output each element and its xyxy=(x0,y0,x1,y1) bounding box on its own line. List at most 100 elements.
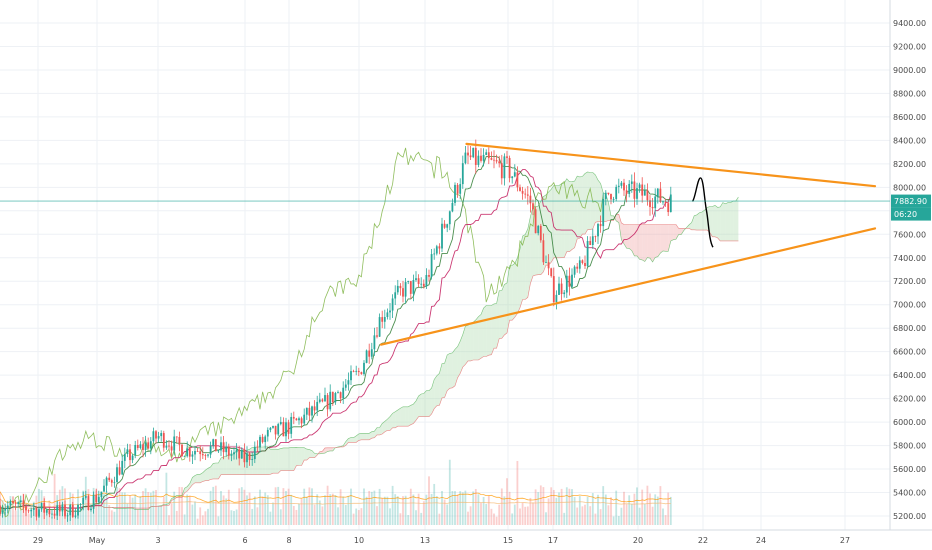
candle-body xyxy=(147,442,150,449)
candle-body xyxy=(399,285,402,289)
candle-body xyxy=(214,439,217,452)
volume-bar xyxy=(157,505,160,525)
volume-bar xyxy=(272,502,274,525)
candle-body xyxy=(186,448,189,457)
candle-body xyxy=(617,185,620,187)
candle xyxy=(651,198,654,215)
cloud-segment xyxy=(351,437,354,443)
cloud-segment xyxy=(390,413,393,431)
cloud-segment xyxy=(226,454,229,475)
candle-body xyxy=(240,449,243,459)
cloud-segment xyxy=(228,454,232,475)
candle xyxy=(123,447,126,469)
candle xyxy=(628,180,631,198)
candle-body xyxy=(290,416,293,434)
candle xyxy=(430,249,433,280)
candle xyxy=(404,277,407,304)
volume-bar xyxy=(222,495,225,525)
volume-bar xyxy=(649,493,651,525)
volume-bar xyxy=(407,514,410,525)
candle xyxy=(316,395,319,417)
cloud-segment xyxy=(494,303,497,349)
volume-bar xyxy=(334,495,337,525)
volume-bar xyxy=(391,485,394,525)
candle-body xyxy=(170,446,173,451)
candle-body xyxy=(285,422,287,437)
candle xyxy=(659,182,662,203)
volume-bar xyxy=(149,492,152,525)
cloud-segment xyxy=(299,447,302,466)
cloud-segment xyxy=(405,406,409,427)
candle xyxy=(615,184,618,202)
y-tick-label: 8200.00 xyxy=(893,160,926,169)
candle-body xyxy=(131,455,134,461)
candle-body xyxy=(212,439,215,446)
candle xyxy=(552,267,555,307)
volume-bar xyxy=(316,494,319,525)
volume-bar xyxy=(160,505,163,525)
candle xyxy=(282,417,285,437)
volume-bar xyxy=(295,509,298,525)
volume-bar xyxy=(253,496,256,525)
cloud-segment xyxy=(306,449,310,461)
y-tick-label: 9000.00 xyxy=(893,66,926,75)
candle xyxy=(643,184,646,196)
candle xyxy=(292,411,295,425)
candle-body xyxy=(194,451,196,455)
candle xyxy=(469,146,472,160)
cloud-segment xyxy=(436,373,440,406)
volume-bar xyxy=(620,507,623,525)
volume-bar xyxy=(490,508,493,525)
cloud-segment xyxy=(548,189,552,266)
candle xyxy=(14,500,17,511)
candle-body xyxy=(266,429,269,437)
volume-bar xyxy=(669,496,672,525)
candle xyxy=(222,435,225,460)
volume-bar xyxy=(308,487,311,525)
cloud-segment xyxy=(397,408,401,427)
candle xyxy=(446,223,449,233)
candle xyxy=(591,228,594,249)
candle xyxy=(394,285,397,306)
candle-body xyxy=(664,201,667,204)
candle-body xyxy=(123,454,126,461)
candle xyxy=(155,429,157,444)
candle xyxy=(584,255,586,270)
cloud-segment xyxy=(650,224,653,262)
volume-bar xyxy=(95,490,98,525)
candle-body xyxy=(389,310,391,313)
candle xyxy=(350,365,352,385)
x-tick-label: 15 xyxy=(503,536,513,545)
cloud-segment xyxy=(509,265,513,321)
volume-bar xyxy=(547,498,550,525)
price-axis[interactable]: 9400.00 9200.00 9000.00 8800.00 8600.00 8400.… xyxy=(893,19,926,521)
cloud-segment xyxy=(468,323,471,361)
volume-bar xyxy=(654,494,657,525)
volume-bar xyxy=(568,488,571,525)
candle xyxy=(513,164,516,178)
time-axis[interactable]: 29 May 3 6 8 10 13 15 17 20 22 24 27 xyxy=(33,536,850,545)
volume-bar xyxy=(503,496,506,525)
candle-body xyxy=(607,192,610,195)
candle xyxy=(560,278,563,301)
candle xyxy=(378,313,381,337)
candle-body xyxy=(300,418,303,424)
candle-body xyxy=(443,223,446,228)
candle xyxy=(664,198,667,207)
candle xyxy=(326,393,329,417)
candle xyxy=(415,271,417,282)
candle-body xyxy=(508,157,511,179)
candle xyxy=(264,434,267,449)
volume-bar xyxy=(17,508,20,525)
volume-bar xyxy=(329,494,332,525)
candle xyxy=(581,259,584,265)
volume-bar xyxy=(209,490,212,525)
volume-bar xyxy=(537,492,540,525)
candle xyxy=(191,451,194,464)
cloud-segment xyxy=(434,375,437,409)
cloud-segment xyxy=(696,212,700,231)
cloud-segment xyxy=(709,206,713,237)
cloud-segment xyxy=(465,325,468,365)
candle xyxy=(500,154,503,185)
